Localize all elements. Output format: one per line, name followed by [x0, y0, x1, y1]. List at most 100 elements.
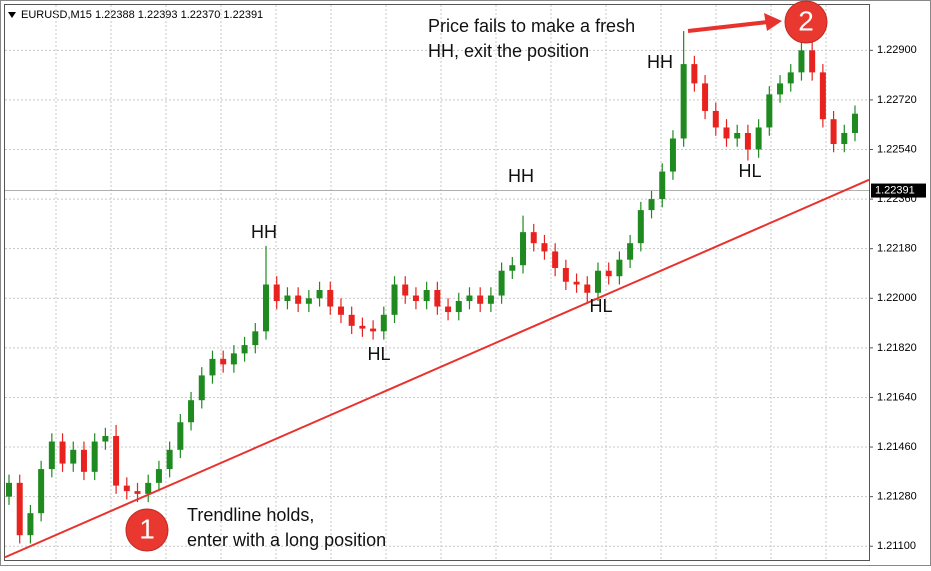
- candle-body: [616, 259, 623, 277]
- candle-body: [594, 270, 601, 293]
- candle-body: [787, 72, 794, 84]
- swing-label: HL: [589, 296, 612, 316]
- candle-body: [263, 284, 270, 332]
- y-tick-label: 1.22900: [877, 44, 917, 56]
- candle-body: [27, 513, 34, 536]
- candle-body: [445, 306, 452, 313]
- callout-text: Price fails to make a fresh: [428, 16, 635, 36]
- candle-body: [809, 50, 816, 73]
- candle-body: [852, 113, 858, 133]
- arrow-shaft: [687, 20, 769, 33]
- candle-body: [252, 331, 259, 346]
- menu-arrow: [8, 12, 16, 18]
- candle-body: [6, 482, 12, 497]
- candle-body: [48, 441, 55, 470]
- candle-body: [220, 358, 227, 365]
- swing-label: HL: [738, 161, 761, 181]
- candle-body: [134, 491, 141, 494]
- swing-label: HH: [251, 222, 277, 242]
- candle-body: [562, 267, 569, 282]
- y-tick-label: 1.21100: [877, 540, 916, 552]
- candle-body: [648, 199, 655, 211]
- price-label-box: [871, 183, 926, 198]
- candle-body: [188, 400, 195, 423]
- y-tick-label: 1.22720: [877, 94, 917, 106]
- candle-body: [380, 314, 387, 332]
- candle-body: [487, 295, 494, 304]
- swing-label: HH: [647, 52, 673, 72]
- candle-body: [241, 345, 248, 354]
- candle-body: [166, 449, 173, 470]
- candle-body: [755, 127, 762, 150]
- badge-number: 1: [139, 513, 155, 544]
- candle-body: [59, 441, 66, 464]
- swing-label: HL: [367, 344, 390, 364]
- candle-body: [509, 265, 516, 271]
- candle-body: [348, 314, 355, 326]
- candle-body: [91, 441, 98, 472]
- candle-body: [605, 270, 612, 277]
- candle-body: [466, 295, 473, 302]
- y-tick-label: 1.22180: [877, 243, 917, 255]
- candle-body: [16, 482, 23, 536]
- badge: [784, 0, 828, 44]
- candle-body: [819, 72, 826, 120]
- candle-body: [455, 301, 462, 313]
- price-label: 1.22391: [875, 184, 915, 196]
- y-tick-label: 1.22540: [877, 143, 917, 155]
- candle-body: [423, 290, 430, 302]
- candle-body: [337, 306, 344, 315]
- candle-body: [541, 243, 548, 252]
- candle-body: [316, 290, 323, 299]
- candle-body: [155, 469, 162, 483]
- trendline: [4, 178, 870, 559]
- candle-body: [102, 436, 109, 442]
- y-tick-label: 1.21820: [877, 342, 917, 354]
- candle-body: [402, 284, 409, 296]
- candle-body: [295, 295, 302, 304]
- y-tick-label: 1.21640: [877, 391, 917, 403]
- candle-body: [230, 353, 237, 365]
- candle-body: [530, 232, 537, 244]
- candle-body: [305, 298, 312, 304]
- candle-body: [477, 295, 484, 304]
- candle-body: [412, 295, 419, 302]
- candle-body: [359, 325, 366, 329]
- candle-body: [327, 290, 334, 307]
- callout-text: Trendline holds,: [187, 505, 314, 525]
- candle-body: [584, 284, 591, 293]
- candle-body: [841, 132, 848, 144]
- candle-body: [552, 251, 559, 268]
- candle-body: [177, 422, 184, 450]
- candle-body: [702, 83, 709, 111]
- candle-body: [798, 50, 805, 73]
- candle-body: [712, 110, 719, 128]
- candle-body: [113, 436, 120, 486]
- candle-body: [766, 94, 773, 128]
- candle-body: [498, 270, 505, 296]
- chart-header: EURUSD,M15 1.22388 1.22393 1.22370 1.223…: [21, 9, 263, 21]
- badge: [125, 508, 169, 552]
- candle-body: [520, 232, 527, 266]
- candle-body: [723, 127, 730, 139]
- y-tick-label: 1.21460: [877, 441, 917, 453]
- candle-body: [80, 449, 87, 472]
- candle-body: [680, 64, 687, 139]
- candle-body: [830, 119, 837, 144]
- candle-body: [145, 482, 152, 494]
- candle-body: [391, 284, 398, 315]
- swing-label: HH: [508, 166, 534, 186]
- callout-text: HH, exit the position: [428, 41, 589, 61]
- candle-body: [627, 243, 634, 260]
- candle-body: [123, 485, 130, 492]
- arrow-head: [764, 13, 782, 31]
- candle-body: [637, 210, 644, 244]
- candle-body: [744, 132, 751, 150]
- candle-body: [284, 295, 291, 302]
- y-tick-label: 1.22000: [877, 292, 917, 304]
- candle-body: [370, 328, 377, 332]
- candle-body: [209, 358, 216, 376]
- candle-body: [273, 284, 280, 302]
